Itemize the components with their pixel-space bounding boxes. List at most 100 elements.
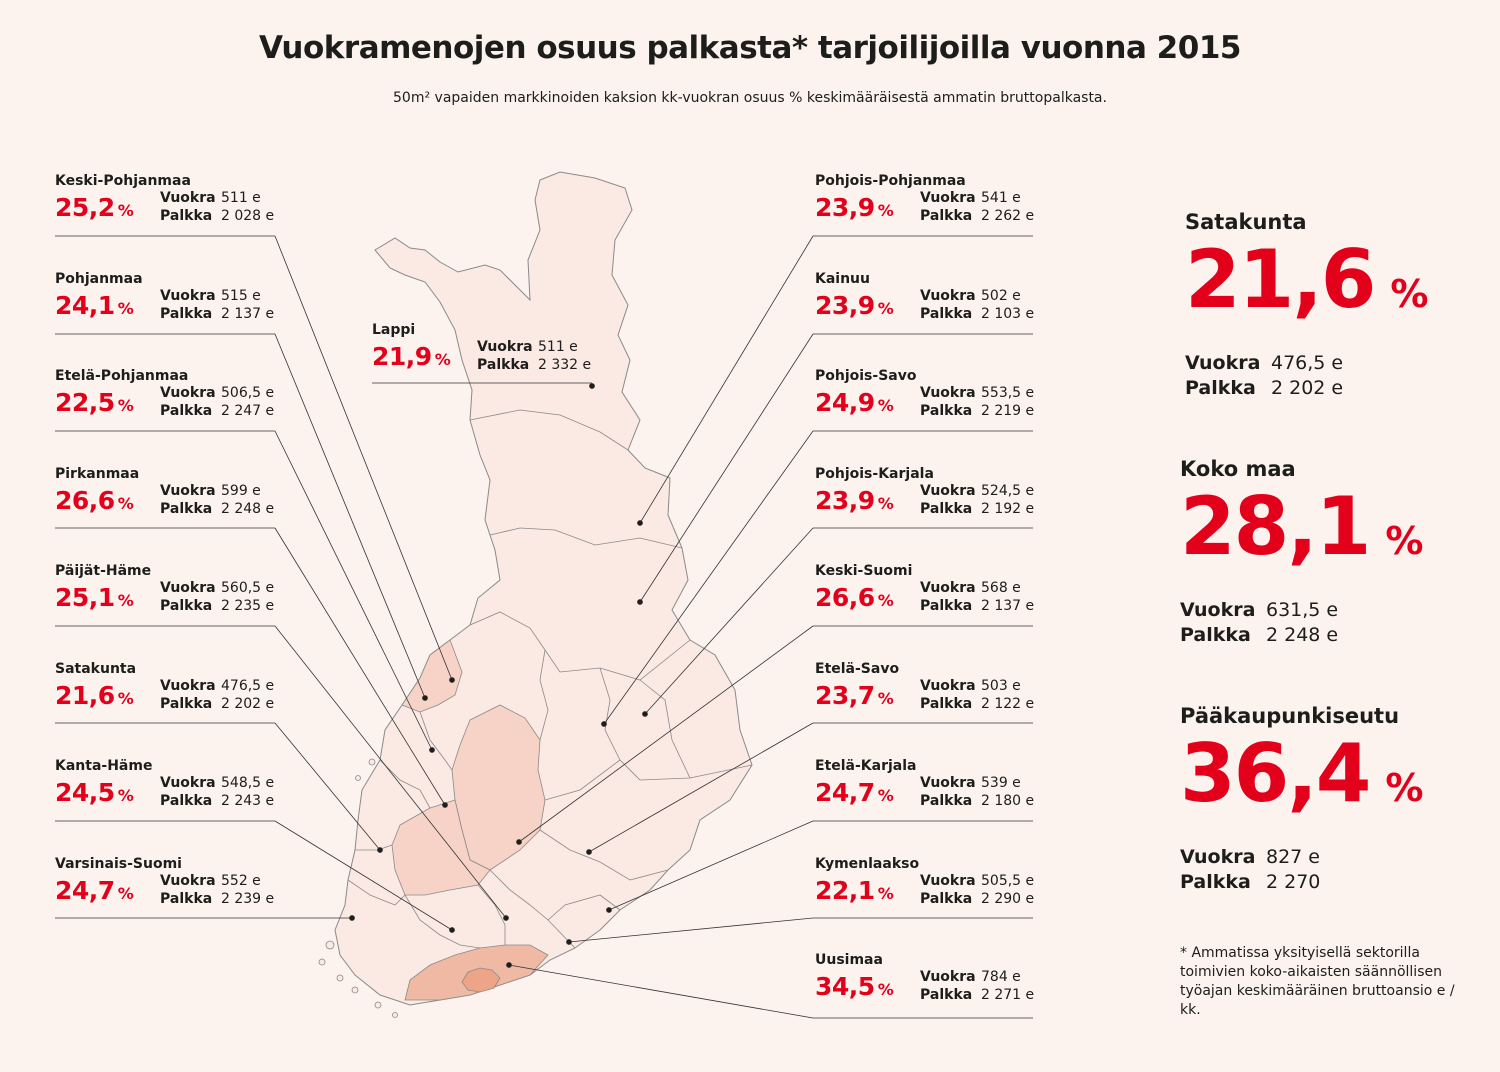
rent-label: Vuokra <box>160 678 216 694</box>
region-percent: 34,5% <box>815 972 894 1001</box>
region-name: Pohjois-Karjala <box>815 466 934 482</box>
archipelago <box>318 758 398 1018</box>
region-keski-suomi <box>451 704 546 871</box>
region-percent: 21,9% <box>372 342 451 371</box>
rent-value: 541 e <box>981 190 1021 206</box>
region-label-kainuu: Kainuu 23,9% Vuokra 502 e Palkka 2 103 e <box>815 271 1035 341</box>
salary-label: Palkka <box>160 793 213 809</box>
rent-value: 784 e <box>981 969 1021 985</box>
region-name: Keski-Pohjanmaa <box>55 173 191 189</box>
highlight-name: Pääkaupunkiseutu <box>1180 704 1400 728</box>
region-name: Etelä-Pohjanmaa <box>55 368 189 384</box>
salary-label: Palkka <box>160 696 213 712</box>
rent-label: Vuokra <box>160 190 216 206</box>
region-label-kymenlaakso: Kymenlaakso 22,1% Vuokra 505,5 e Palkka … <box>815 856 1035 926</box>
region-label-uusimaa: Uusimaa 34,5% Vuokra 784 e Palkka 2 271 … <box>815 952 1035 1022</box>
region-name: Pirkanmaa <box>55 466 140 482</box>
salary-label: Palkka <box>1180 871 1251 893</box>
salary-value: 2 028 e <box>221 208 275 224</box>
salary-label: Palkka <box>920 891 973 907</box>
region-name: Kainuu <box>815 271 870 287</box>
rent-label: Vuokra <box>920 873 976 889</box>
rent-value: 476,5 e <box>221 678 275 694</box>
salary-value: 2 103 e <box>981 306 1035 322</box>
region-percent: 23,9% <box>815 193 894 222</box>
salary-value: 2 137 e <box>981 598 1035 614</box>
region-name: Satakunta <box>55 661 137 677</box>
region-label-keski-suomi: Keski-Suomi 26,6% Vuokra 568 e Palkka 2 … <box>815 563 1035 633</box>
salary-value: 2 243 e <box>221 793 275 809</box>
salary-label: Palkka <box>920 696 973 712</box>
salary-value: 2 239 e <box>221 891 275 907</box>
salary-label: Palkka <box>160 403 213 419</box>
rent-value: 539 e <box>981 775 1021 791</box>
salary-value: 2 192 e <box>981 501 1035 517</box>
salary-label: Palkka <box>920 793 973 809</box>
region-label-lappi: Lappi 21,9% Vuokra 511 e Palkka 2 332 e <box>372 322 592 392</box>
region-percent: 23,7% <box>815 681 894 710</box>
rent-value: 552 e <box>221 873 261 889</box>
rent-label: Vuokra <box>920 385 976 401</box>
page-subtitle: 50m² vapaiden markkinoiden kaksion kk-vu… <box>393 90 1107 106</box>
salary-label: Palkka <box>920 501 973 517</box>
rent-label: Vuokra <box>920 775 976 791</box>
salary-value: 2 219 e <box>981 403 1035 419</box>
highlight-satakunta: Satakunta 21,6% Vuokra 476,5 e Palkka 2 … <box>1185 210 1485 410</box>
region-percent: 21,6% <box>55 681 134 710</box>
region-borders <box>347 409 753 949</box>
rent-label: Vuokra <box>920 678 976 694</box>
region-name: Pohjanmaa <box>55 271 143 287</box>
region-label-keski-pohjanmaa: Keski-Pohjanmaa 25,2% Vuokra 511 e Palkk… <box>55 173 275 243</box>
salary-label: Palkka <box>920 403 973 419</box>
rent-value: 560,5 e <box>221 580 275 596</box>
region-percent: 26,6% <box>55 486 134 515</box>
salary-value: 2 332 e <box>538 357 592 373</box>
salary-label: Palkka <box>1185 377 1256 399</box>
rent-label: Vuokra <box>1185 352 1261 374</box>
region-label-pirkanmaa: Pirkanmaa 26,6% Vuokra 599 e Palkka 2 24… <box>55 466 275 536</box>
rent-label: Vuokra <box>477 339 533 355</box>
leader-lines <box>55 235 1033 1019</box>
rent-value: 568 e <box>981 580 1021 596</box>
rent-value: 506,5 e <box>221 385 275 401</box>
region-label-varsinais-suomi: Varsinais-Suomi 24,7% Vuokra 552 e Palkk… <box>55 856 275 926</box>
rent-value: 511 e <box>221 190 261 206</box>
salary-value: 2 248 e <box>221 501 275 517</box>
rent-value: 505,5 e <box>981 873 1035 889</box>
region-label-paijat-hame: Päijät-Häme 25,1% Vuokra 560,5 e Palkka … <box>55 563 275 633</box>
salary-label: Palkka <box>920 208 973 224</box>
rent-label: Vuokra <box>160 873 216 889</box>
salary-label: Palkka <box>1180 624 1251 646</box>
rent-value: 524,5 e <box>981 483 1035 499</box>
region-percent: 24,7% <box>815 778 894 807</box>
rent-label: Vuokra <box>1180 846 1256 868</box>
highlight-name: Satakunta <box>1185 210 1307 234</box>
highlight-name: Koko maa <box>1180 457 1296 481</box>
region-percent: 22,5% <box>55 388 134 417</box>
region-name: Päijät-Häme <box>55 563 152 579</box>
rent-value: 827 e <box>1266 846 1320 868</box>
region-pohjanmaa <box>401 639 463 713</box>
salary-value: 2 137 e <box>221 306 275 322</box>
region-label-etela-savo: Etelä-Savo 23,7% Vuokra 503 e Palkka 2 1… <box>815 661 1035 731</box>
rent-value: 503 e <box>981 678 1021 694</box>
page-title: Vuokramenojen osuus palkasta* tarjoilijo… <box>259 30 1241 66</box>
rent-value: 548,5 e <box>221 775 275 791</box>
region-name: Lappi <box>372 322 416 338</box>
rent-label: Vuokra <box>160 385 216 401</box>
region-percent: 24,1% <box>55 291 134 320</box>
salary-label: Palkka <box>160 891 213 907</box>
region-percent: 25,2% <box>55 193 134 222</box>
region-name: Pohjois-Savo <box>815 368 917 384</box>
region-paakaupunkiseutu <box>461 967 501 993</box>
salary-value: 2 248 e <box>1266 624 1339 646</box>
salary-value: 2 290 e <box>981 891 1035 907</box>
region-label-pohjois-karjala: Pohjois-Karjala 23,9% Vuokra 524,5 e Pal… <box>815 466 1035 536</box>
region-name: Etelä-Karjala <box>815 758 917 774</box>
region-percent: 26,6% <box>815 583 894 612</box>
rent-label: Vuokra <box>920 580 976 596</box>
region-percent: 22,1% <box>815 876 894 905</box>
finland-outline <box>334 171 753 1006</box>
region-label-pohjois-pohjanmaa: Pohjois-Pohjanmaa 23,9% Vuokra 541 e Pal… <box>815 173 1035 243</box>
